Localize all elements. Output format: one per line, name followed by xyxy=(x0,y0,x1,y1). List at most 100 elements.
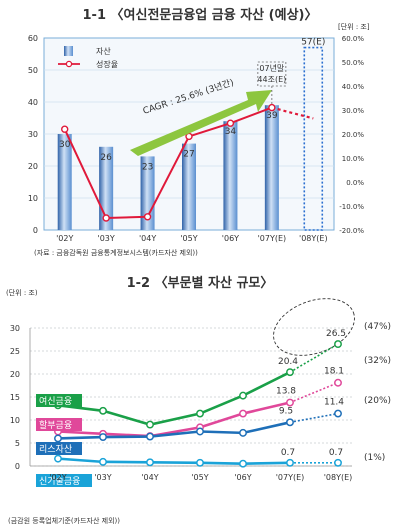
chart1-y-right-tick: 10.0% xyxy=(342,155,365,163)
chart1-growth-line xyxy=(63,106,273,220)
chart1-callout-line1: 07년말 xyxy=(259,63,285,73)
chart1-title: 1-1 〈여신전문금융업 금융 자산 (예상)〉 xyxy=(82,8,318,23)
chart1-y-left-tick: 30 xyxy=(28,130,38,139)
chart2-y-tick: 15 xyxy=(10,393,20,402)
chart2-series-label-box xyxy=(36,394,82,407)
chart2-series-point xyxy=(99,406,107,415)
chart1-bar xyxy=(182,143,196,230)
chart1-bar-label: 23 xyxy=(142,162,153,172)
chart1-bar-label: 30 xyxy=(59,140,71,150)
chart1-y-left-tick: 40 xyxy=(28,98,38,107)
chart2-series-line-forecast xyxy=(289,412,339,424)
chart1-legend-swatch-bar xyxy=(64,46,73,56)
chart1-x-tick: '02Y xyxy=(56,234,73,243)
chart1-y-left-tick: 0 xyxy=(33,226,38,235)
chart1-bar-label: 34 xyxy=(225,127,237,137)
chart1-y-right-tick: 40.0% xyxy=(342,83,365,91)
chart2-share-label: (20%) xyxy=(364,396,391,406)
chart2-unit: (단위 : 조) xyxy=(6,289,38,297)
chart2-y-tick: 20 xyxy=(10,370,20,379)
chart1-callout-line2: 44조(E) xyxy=(257,75,286,84)
chart2-series-point xyxy=(334,409,342,418)
chart2-point-label: 20.4 xyxy=(278,357,298,367)
chart2-point-label: 0.7 xyxy=(329,448,343,458)
chart2-title: 1-2 〈부문별 자산 규모〉 xyxy=(126,276,274,291)
chart2-series-label: 할부금융 xyxy=(39,420,72,431)
chart1-x-tick: '08Y(E) xyxy=(299,234,328,243)
chart1-bar xyxy=(57,134,72,230)
chart2-series-label: 신기술금융 xyxy=(39,476,80,487)
chart1-legend-label-line: 성장율 xyxy=(96,59,118,69)
chart1-cagr-arrow xyxy=(130,90,272,156)
chart2-series-point xyxy=(286,418,294,427)
chart2-point-label: 13.8 xyxy=(276,387,296,397)
chart1-growth-line-forecast xyxy=(271,106,314,120)
chart1-bar xyxy=(264,105,279,230)
chart2-y-tick: 5 xyxy=(15,439,20,448)
chart2-series-point xyxy=(239,428,247,437)
chart1-x-tick: '03Y xyxy=(98,234,115,243)
chart1-bar-label: 26 xyxy=(100,153,112,163)
chart2-x-tick: '03Y xyxy=(94,473,111,482)
chart2-y-tick: 0 xyxy=(15,462,20,471)
chart2-point-label: 18.1 xyxy=(324,367,344,377)
chart2-series-point xyxy=(286,398,294,407)
chart2-series-point xyxy=(239,459,247,468)
chart2-series-point xyxy=(334,458,342,467)
chart1-growth-point xyxy=(61,125,69,133)
chart2-y-tick: 10 xyxy=(10,416,20,425)
chart1-bar-label: 27 xyxy=(183,150,194,160)
chart1-source: (자료 : 금융감독원 금융통계정보시스템(카드자산 제외)) xyxy=(34,249,198,257)
chart2-source: (금감원 등록업체기준(카드자산 제외)) xyxy=(8,517,120,525)
chart1-growth-point xyxy=(143,213,152,221)
chart2-x-tick: '04Y xyxy=(141,473,158,482)
chart2-series-point xyxy=(196,427,204,436)
chart1-unit: [단위 : 조] xyxy=(338,23,370,31)
chart2-series-line xyxy=(57,457,291,466)
chart1-growth-point xyxy=(226,119,235,127)
chart1-y-left-tick: 50 xyxy=(28,66,38,75)
chart1-y-right-tick: 60.0% xyxy=(342,35,365,43)
chart2-series-point xyxy=(196,458,204,467)
chart1-y-right-tick: -20.0% xyxy=(339,227,364,235)
chart2-point-label: 0.7 xyxy=(281,448,295,458)
chart2-series-point xyxy=(146,432,154,441)
chart1-legend-swatch-point xyxy=(65,60,73,68)
chart1-y-left-tick: 20 xyxy=(28,162,38,171)
chart1-bar-label: 39 xyxy=(266,111,278,121)
chart2-series-point xyxy=(146,420,154,429)
chart2-series-label: 여신금융 xyxy=(39,395,72,407)
chart2-x-tick: '06Y xyxy=(234,473,251,482)
chart2-series-label: 리스자산 xyxy=(39,444,72,455)
chart1-bar xyxy=(223,121,238,230)
chart2-series-line xyxy=(57,421,291,440)
chart1-y-right-tick: 0.0% xyxy=(346,179,364,187)
chart2-series-label-box xyxy=(36,418,82,431)
chart2-x-tick: '05Y xyxy=(191,473,208,482)
chart1-bar-label: 57(E) xyxy=(301,38,325,48)
chart2-series-point xyxy=(286,368,294,377)
chart2-point-label: 11.4 xyxy=(324,398,344,408)
chart2-series-point xyxy=(146,458,154,467)
chart2-series-line xyxy=(57,370,291,426)
chart2-x-tick: '08Y(E) xyxy=(324,473,353,482)
chart1-y-left-tick: 10 xyxy=(28,194,38,203)
chart2-series-line xyxy=(57,401,291,438)
chart1-bar-forecast xyxy=(303,46,324,231)
chart2-series-point xyxy=(99,433,107,441)
chart2-point-label: 26.5 xyxy=(326,329,346,339)
chart2-series-point xyxy=(286,458,294,467)
chart1-x-tick: '06Y xyxy=(222,234,239,243)
chart2-x-tick: '07Y(E) xyxy=(276,473,305,482)
chart2-series-line-forecast xyxy=(289,343,339,373)
chart1-x-tick: '07Y(E) xyxy=(258,234,287,243)
chart2-x-tick: '02Y xyxy=(49,473,66,482)
chart2-series-label-box xyxy=(36,474,92,487)
chart1-growth-point xyxy=(102,214,110,222)
chart1-y-left-tick: 60 xyxy=(28,34,38,43)
chart2-highlight-ellipse xyxy=(273,298,355,356)
chart1-x-tick: '05Y xyxy=(180,234,197,243)
chart2-series-line-forecast xyxy=(289,382,339,404)
chart2-series-point xyxy=(54,434,62,443)
